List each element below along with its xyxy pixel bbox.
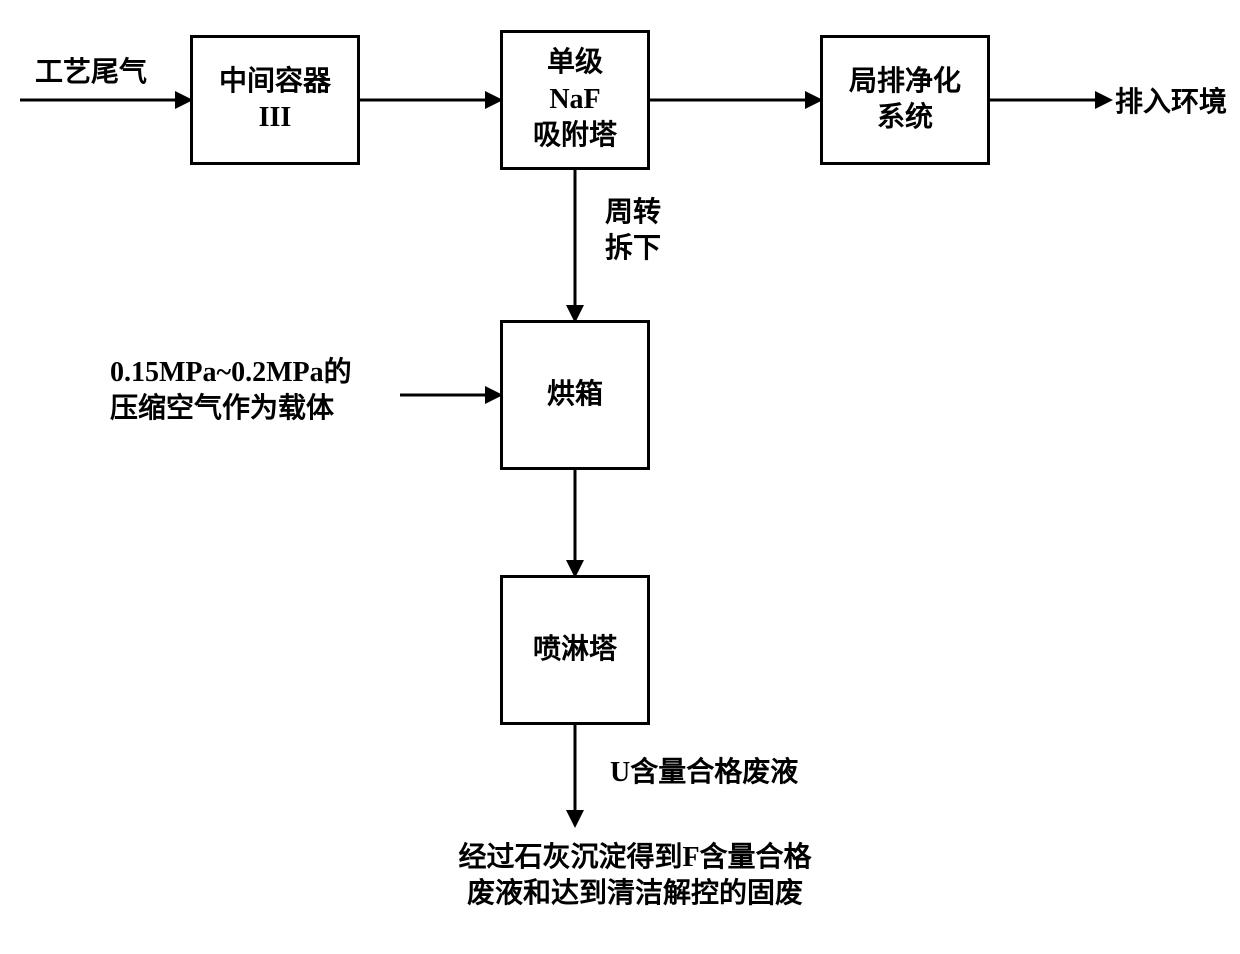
label-text: 0.15MPa~0.2MPa的压缩空气作为载体 [110, 357, 352, 424]
node-oven: 烘箱 [500, 320, 650, 470]
label-text: 排入环境 [1115, 87, 1227, 118]
label-lime-precipitation: 经过石灰沉淀得到F含量合格废液和达到清洁解控的固废 [395, 840, 875, 913]
label-text: 工艺尾气 [35, 57, 147, 88]
label-u-content-waste: U含量合格废液 [610, 755, 870, 791]
label-text: U含量合格废液 [610, 757, 798, 788]
node-local-exhaust-purification: 局排净化系统 [820, 35, 990, 165]
label-discharge-env: 排入环境 [1115, 85, 1240, 121]
node-label: 局排净化系统 [849, 64, 961, 137]
node-naf-adsorption-tower: 单级NaF吸附塔 [500, 30, 650, 170]
node-label: 中间容器III [219, 64, 331, 137]
node-intermediate-container: 中间容器III [190, 35, 360, 165]
node-spray-tower: 喷淋塔 [500, 575, 650, 725]
label-turnover-remove: 周转拆下 [605, 195, 705, 268]
node-label: 烘箱 [547, 377, 603, 413]
label-compressed-air: 0.15MPa~0.2MPa的压缩空气作为载体 [110, 355, 440, 428]
label-process-tail-gas: 工艺尾气 [35, 55, 195, 91]
node-label: 喷淋塔 [533, 632, 617, 668]
node-label: 单级NaF吸附塔 [533, 45, 617, 154]
label-text: 周转拆下 [605, 197, 661, 264]
label-text: 经过石灰沉淀得到F含量合格废液和达到清洁解控的固废 [458, 842, 811, 909]
